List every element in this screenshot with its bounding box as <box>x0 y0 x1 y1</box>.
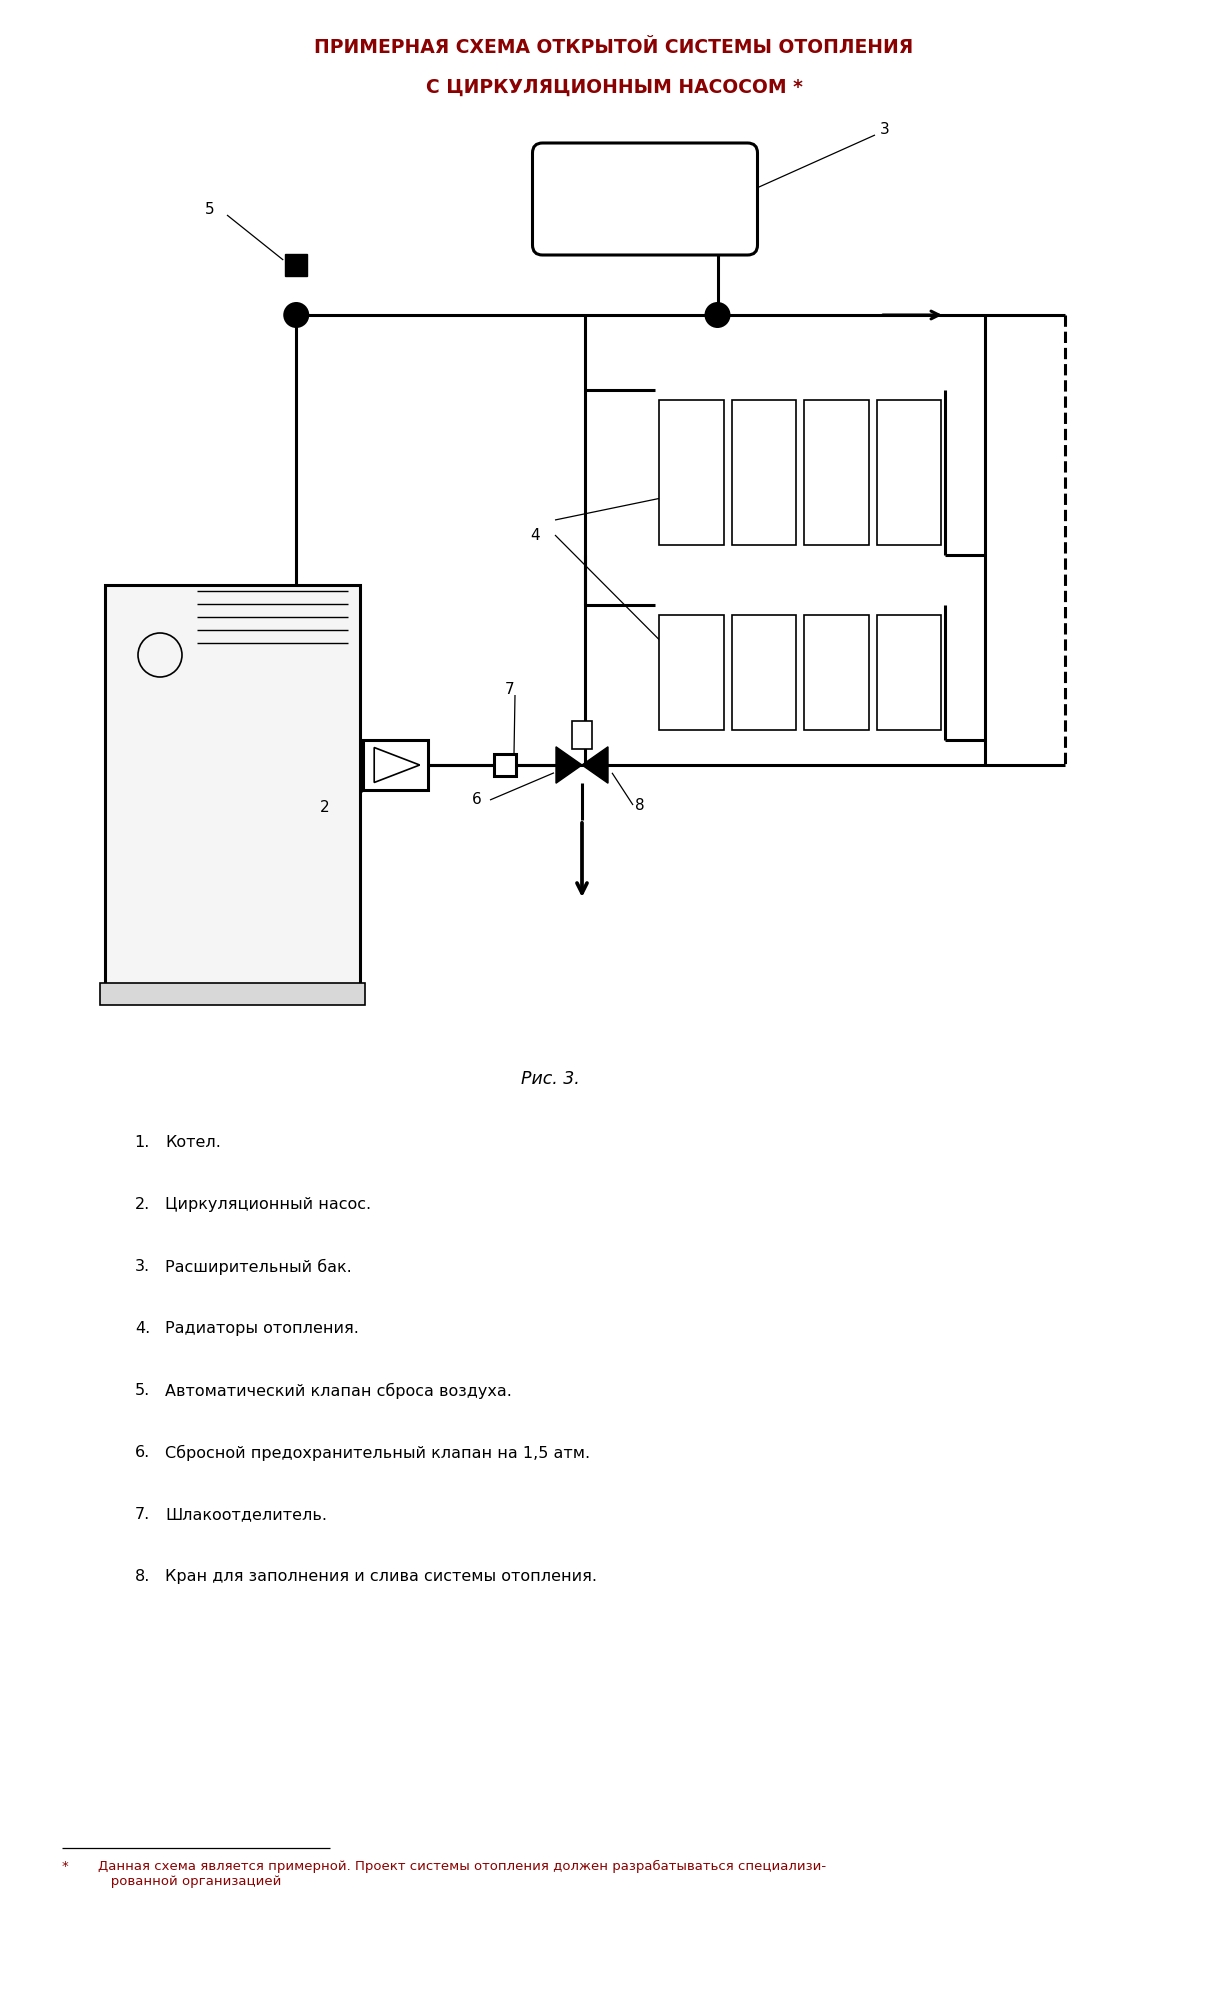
Text: Циркуляционный насос.: Циркуляционный насос. <box>165 1196 371 1212</box>
Polygon shape <box>556 746 583 784</box>
Bar <box>659 616 724 730</box>
Text: 6: 6 <box>472 792 482 808</box>
Text: 4: 4 <box>530 528 540 542</box>
FancyBboxPatch shape <box>532 144 757 254</box>
Text: Сбросной предохранительный клапан на 1,5 атм.: Сбросной предохранительный клапан на 1,5… <box>165 1444 590 1462</box>
Text: Котел.: Котел. <box>165 1136 221 1150</box>
Bar <box>731 400 796 544</box>
Text: 5: 5 <box>205 202 215 218</box>
Text: 2.: 2. <box>135 1196 150 1212</box>
Circle shape <box>704 302 730 328</box>
Text: 1.: 1. <box>135 1136 150 1150</box>
Bar <box>571 722 592 750</box>
Text: 7.: 7. <box>135 1508 150 1522</box>
Bar <box>363 740 428 790</box>
Text: 8.: 8. <box>135 1568 150 1584</box>
Text: 7: 7 <box>505 682 515 698</box>
Text: Рис. 3.: Рис. 3. <box>521 1070 579 1088</box>
Text: Кран для заполнения и слива системы отопления.: Кран для заполнения и слива системы отоп… <box>165 1568 597 1584</box>
Text: 3: 3 <box>880 122 890 138</box>
Text: *: * <box>61 1860 69 1872</box>
Bar <box>285 254 307 276</box>
Text: 6.: 6. <box>135 1444 150 1460</box>
Bar <box>494 754 516 776</box>
Text: 5.: 5. <box>135 1384 150 1398</box>
Text: С ЦИРКУЛЯЦИОННЫМ НАСОСОМ *: С ЦИРКУЛЯЦИОННЫМ НАСОСОМ * <box>425 78 803 96</box>
Bar <box>104 584 360 984</box>
Text: Данная схема является примерной. Проект системы отопления должен разрабатываться: Данная схема является примерной. Проект … <box>98 1860 826 1888</box>
Text: Радиаторы отопления.: Радиаторы отопления. <box>165 1320 359 1336</box>
Bar <box>876 616 941 730</box>
Text: 2: 2 <box>321 800 329 816</box>
Text: Автоматический клапан сброса воздуха.: Автоматический клапан сброса воздуха. <box>165 1384 511 1400</box>
Text: 4.: 4. <box>135 1320 150 1336</box>
Bar <box>731 616 796 730</box>
Text: Шлакоотделитель.: Шлакоотделитель. <box>165 1508 327 1522</box>
Text: ПРИМЕРНАЯ СХЕМА ОТКРЫТОЙ СИСТЕМЫ ОТОПЛЕНИЯ: ПРИМЕРНАЯ СХЕМА ОТКРЫТОЙ СИСТЕМЫ ОТОПЛЕН… <box>315 38 913 56</box>
Bar <box>100 982 365 1004</box>
Bar <box>804 616 869 730</box>
Text: Расширительный бак.: Расширительный бак. <box>165 1260 351 1276</box>
Bar <box>876 400 941 544</box>
Bar <box>659 400 724 544</box>
Text: 8: 8 <box>635 798 645 812</box>
Text: 3.: 3. <box>135 1260 150 1274</box>
Circle shape <box>283 302 310 328</box>
Bar <box>804 400 869 544</box>
Polygon shape <box>583 746 608 784</box>
